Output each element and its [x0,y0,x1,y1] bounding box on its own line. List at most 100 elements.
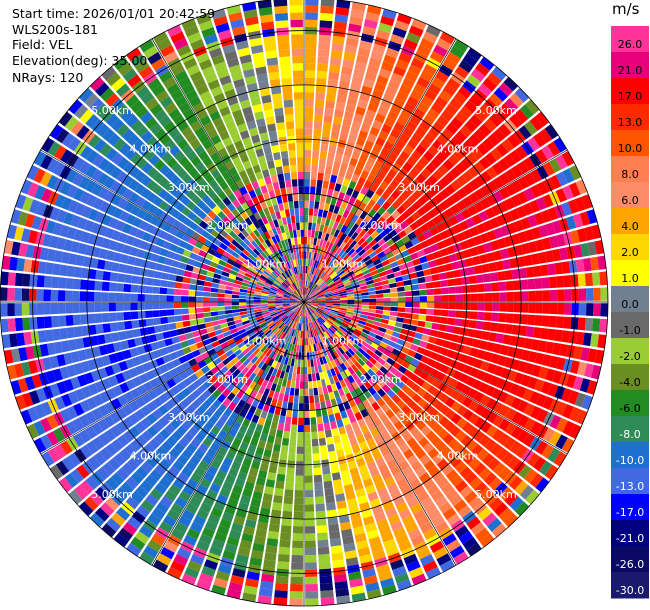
gate-cell [376,294,384,298]
gate-cell [211,584,226,596]
gate-cell [473,128,487,142]
gate-cell [191,349,201,358]
gate-cell [281,282,288,289]
gate-cell [186,393,196,404]
gate-cell [425,342,435,351]
gate-cell [292,540,303,549]
gate-cell [98,432,111,446]
gate-cell [330,398,338,407]
gate-cell [254,291,262,295]
gate-cell [339,293,347,297]
gate-cell [394,253,403,261]
gate-cell [410,358,420,367]
gate-cell [112,207,124,219]
gate-cell [324,307,332,311]
gate-cell [116,467,130,481]
gate-cell [63,379,74,392]
gate-cell [57,303,66,314]
gate-cell [527,376,538,390]
gate-cell [219,413,229,424]
gate-cell [436,354,446,364]
gate-cell [244,578,259,588]
gate-cell [380,164,391,175]
gate-cell [190,553,205,566]
gate-cell [304,287,307,295]
gate-cell [511,268,520,280]
gate-cell [49,355,59,369]
gate-cell [201,244,210,253]
gate-cell [23,259,33,273]
gate-cell [49,235,59,249]
gate-cell [234,319,242,325]
gate-cell [349,578,364,588]
gate-cell [291,547,303,556]
gate-cell [293,307,300,313]
gate-cell [322,286,329,292]
gate-cell [264,109,274,118]
gate-cell [542,290,551,301]
gate-cell [207,394,217,404]
gate-cell [146,192,158,203]
gate-cell [155,357,165,367]
gate-cell [273,327,280,335]
gate-cell [56,354,66,367]
gate-cell [277,422,285,431]
gate-cell [127,338,136,349]
gate-cell [445,122,459,135]
gate-cell [277,41,290,50]
gate-cell [257,235,265,244]
gate-cell [536,408,549,423]
gate-cell [413,352,423,361]
gate-cell [221,271,230,278]
gate-cell [328,269,335,277]
gate-cell [349,157,358,167]
gate-cell [423,132,436,144]
gate-cell [199,533,213,545]
gate-cell [248,189,257,199]
gate-cell [275,211,282,220]
gate-cell [392,266,401,273]
gate-cell [304,338,307,346]
gate-cell [342,253,350,261]
gate-cell [115,487,129,501]
gate-cell [279,323,286,330]
gate-cell [446,51,461,65]
gate-cell [313,285,320,292]
gate-cell [323,310,331,315]
gate-cell [261,354,269,363]
gate-cell [419,289,427,296]
gate-cell [482,220,493,232]
gate-cell [474,481,488,495]
gate-cell [84,496,99,511]
gate-cell [423,63,437,76]
gate-cell [299,323,302,331]
gate-cell [274,319,282,325]
gate-cell [417,320,426,328]
gate-cell [212,399,222,409]
gate-cell [387,168,398,179]
gate-cell [340,297,348,300]
gate-cell [159,164,171,176]
gate-cell [280,63,291,72]
gate-cell [493,343,503,354]
gate-cell [383,54,397,66]
gate-cell [247,331,256,338]
gate-cell [327,516,339,526]
gate-cell [265,116,275,125]
gate-cell [478,123,492,137]
gate-cell [549,355,559,369]
gate-cell [407,454,419,466]
gate-cell [207,361,216,370]
gate-cell [91,346,101,358]
gate-cell [483,242,493,253]
gate-cell [361,308,369,312]
gate-cell [410,278,419,285]
gate-cell [121,223,132,234]
gate-cell [204,72,218,84]
gate-cell [223,370,233,379]
gate-cell [104,333,113,344]
gate-cell [344,550,358,560]
gate-cell [313,387,319,396]
gate-cell [319,357,324,365]
gate-cell [325,258,332,266]
